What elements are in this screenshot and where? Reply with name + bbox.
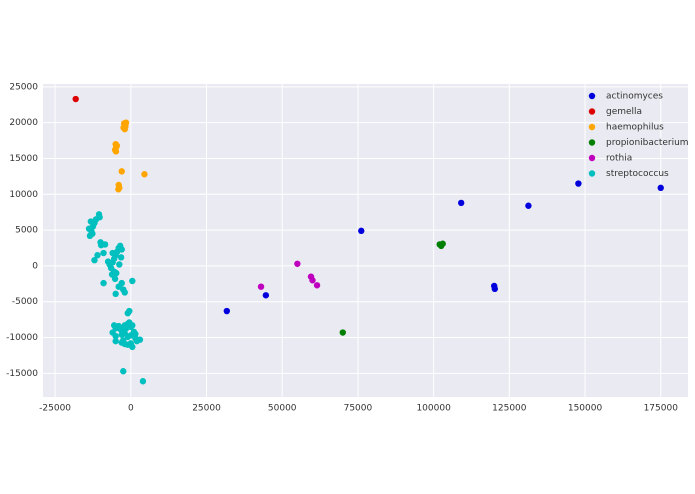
x-tick-label: -25000 — [39, 404, 71, 414]
x-tick-label: 0 — [128, 404, 134, 414]
point — [262, 292, 270, 299]
x-tick-label: 25000 — [192, 404, 221, 414]
plot-area — [43, 84, 688, 397]
point — [457, 199, 465, 207]
point — [117, 254, 125, 261]
point — [109, 249, 116, 257]
point — [525, 202, 532, 209]
y-tick-label: 20000 — [9, 118, 38, 128]
legend-marker — [588, 92, 596, 100]
legend-marker — [588, 123, 596, 131]
point — [72, 95, 79, 103]
legend-marker — [588, 139, 596, 146]
point — [313, 282, 321, 289]
legend-label: haemophilus — [606, 123, 664, 133]
point — [118, 279, 125, 287]
point — [439, 240, 446, 247]
y-tick-label: 15000 — [9, 154, 38, 164]
x-tick-label: 75000 — [344, 404, 373, 414]
point — [309, 277, 316, 284]
point — [129, 343, 136, 351]
point — [121, 289, 128, 296]
point — [118, 246, 125, 253]
point — [339, 329, 346, 336]
x-tick-label: 125000 — [492, 404, 527, 414]
point — [141, 171, 148, 178]
point — [113, 142, 121, 149]
point — [101, 241, 109, 248]
point — [94, 251, 101, 259]
point — [124, 309, 131, 317]
point — [129, 322, 136, 329]
point — [112, 332, 119, 340]
legend-marker — [588, 170, 596, 177]
point — [139, 378, 147, 385]
x-tick-label: 175000 — [644, 404, 679, 414]
x-tick-label: 150000 — [568, 404, 603, 414]
point — [116, 261, 123, 268]
point — [657, 184, 664, 192]
point — [120, 368, 127, 375]
legend-label: gemella — [606, 107, 642, 117]
legend-label: actinomyces — [606, 92, 663, 102]
point — [294, 260, 301, 267]
point — [85, 225, 93, 232]
y-tick-label: 10000 — [9, 190, 38, 200]
y-tick-label: 5000 — [15, 226, 38, 236]
point — [120, 124, 127, 131]
point — [115, 186, 122, 193]
y-tick-label: 25000 — [9, 82, 38, 92]
point — [127, 332, 135, 339]
point — [118, 168, 125, 175]
point — [575, 180, 582, 187]
x-tick-label: 100000 — [416, 404, 451, 414]
point — [87, 218, 95, 225]
point — [223, 307, 231, 315]
point — [112, 337, 119, 345]
legend-label: propionibacterium — [606, 138, 689, 148]
x-tick-label: 50000 — [268, 404, 297, 414]
point — [358, 227, 365, 235]
legend-label: rothia — [606, 154, 632, 164]
point — [89, 230, 96, 237]
point — [96, 214, 103, 221]
y-tick-label: -5000 — [12, 297, 38, 307]
point — [112, 148, 120, 155]
legend-label: streptococcus — [606, 169, 669, 179]
point — [491, 285, 499, 293]
point — [112, 290, 119, 298]
y-tick-label: -15000 — [6, 369, 38, 379]
point — [111, 275, 119, 283]
point — [257, 283, 265, 290]
point — [133, 337, 141, 345]
point — [129, 277, 136, 285]
point — [122, 119, 130, 126]
point — [100, 249, 107, 257]
point — [91, 256, 98, 264]
y-tick-label: 0 — [32, 261, 38, 271]
point — [100, 279, 107, 287]
legend-marker — [588, 154, 596, 162]
y-tick-label: -10000 — [6, 333, 38, 343]
legend-marker — [588, 108, 596, 115]
